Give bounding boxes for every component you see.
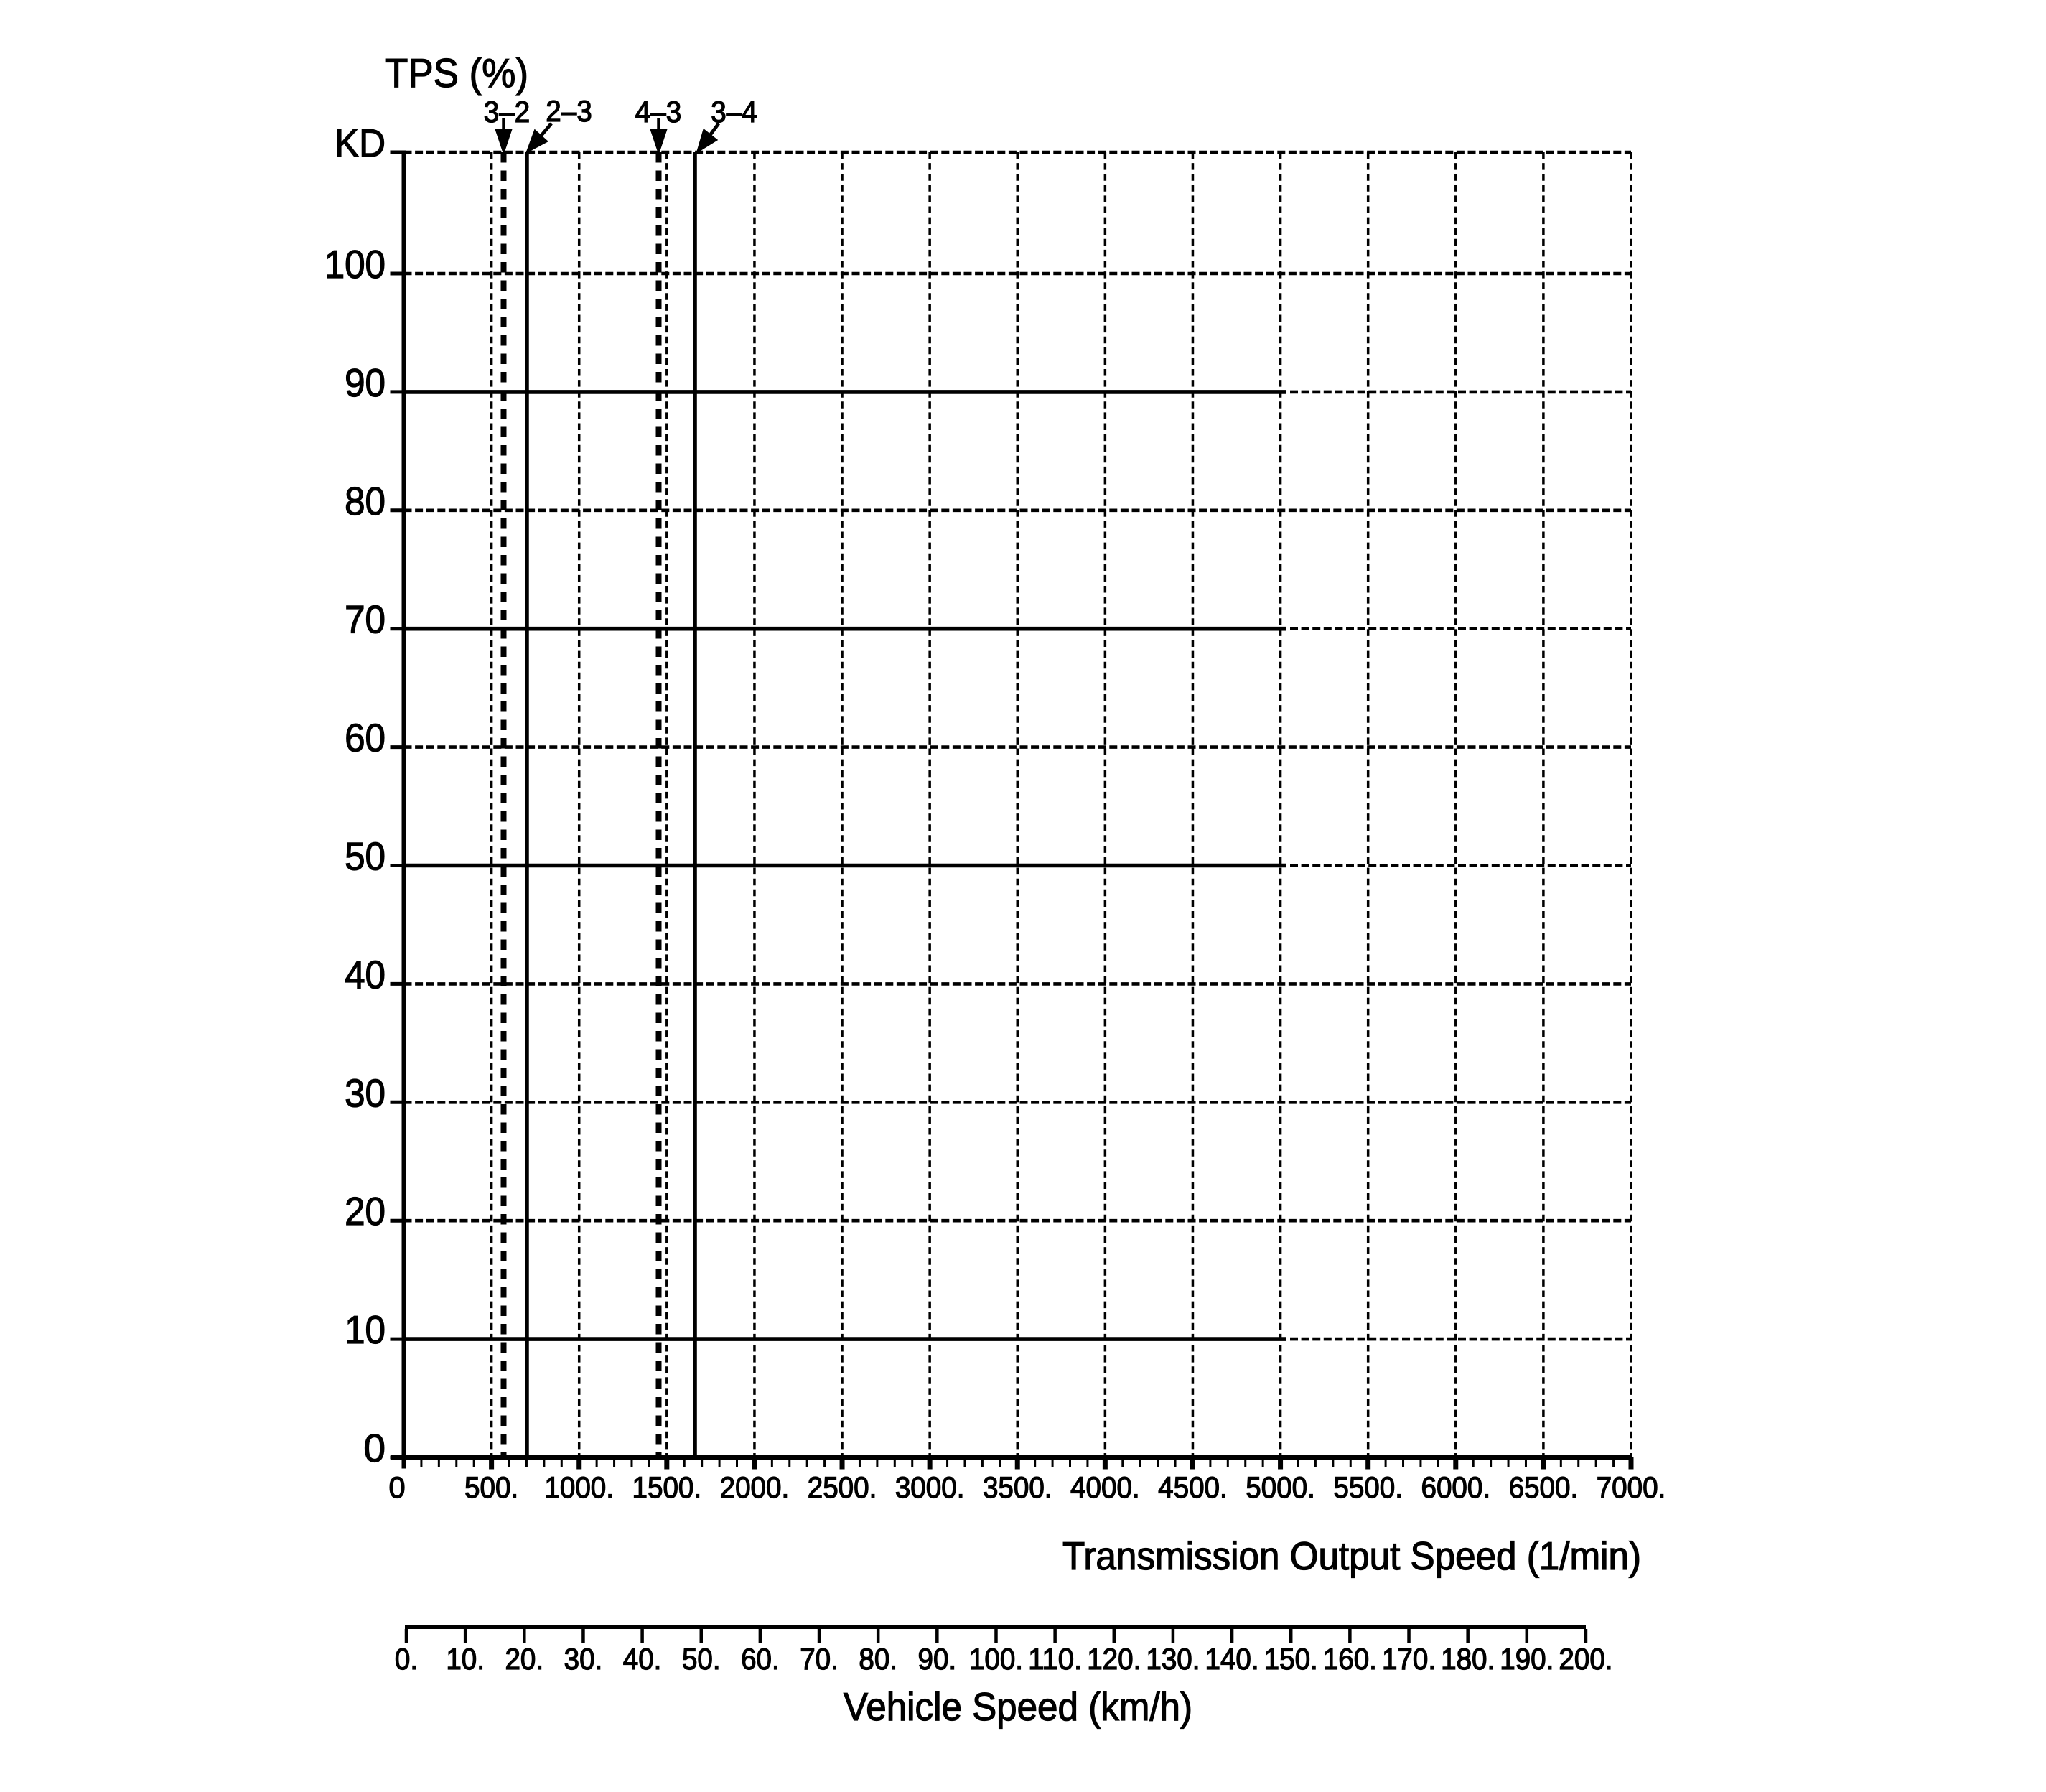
svg-text:110.: 110. (1028, 1642, 1082, 1676)
svg-text:Transmission Output Speed (1/m: Transmission Output Speed (1/min) (1062, 1534, 1641, 1578)
svg-text:30: 30 (345, 1070, 386, 1115)
svg-text:60.: 60. (741, 1642, 780, 1676)
svg-text:500.: 500. (464, 1470, 518, 1504)
svg-text:3500.: 3500. (983, 1470, 1052, 1504)
svg-text:5500.: 5500. (1333, 1470, 1403, 1504)
svg-text:4000.: 4000. (1070, 1470, 1140, 1504)
svg-text:40.: 40. (623, 1642, 662, 1676)
svg-text:1500.: 1500. (632, 1470, 702, 1504)
svg-text:70: 70 (345, 597, 386, 642)
svg-text:100: 100 (324, 242, 386, 286)
svg-text:180.: 180. (1441, 1642, 1495, 1676)
svg-text:2500.: 2500. (808, 1470, 877, 1504)
svg-text:0: 0 (388, 1470, 405, 1504)
svg-text:90.: 90. (918, 1642, 957, 1676)
svg-text:TPS (%): TPS (%) (385, 50, 528, 96)
svg-text:100.: 100. (969, 1642, 1023, 1676)
svg-text:0.: 0. (395, 1642, 418, 1676)
svg-text:0: 0 (363, 1426, 386, 1470)
svg-text:160.: 160. (1323, 1642, 1377, 1676)
svg-text:70.: 70. (800, 1642, 839, 1676)
svg-text:90: 90 (345, 360, 386, 405)
svg-text:120.: 120. (1087, 1642, 1141, 1676)
svg-text:80.: 80. (859, 1642, 897, 1676)
svg-text:50.: 50. (682, 1642, 721, 1676)
svg-text:1000.: 1000. (544, 1470, 614, 1504)
svg-text:5000.: 5000. (1246, 1470, 1315, 1504)
svg-text:200.: 200. (1559, 1642, 1612, 1676)
svg-text:10.: 10. (446, 1642, 485, 1676)
svg-text:40: 40 (345, 952, 386, 997)
svg-text:4–3: 4–3 (635, 95, 681, 129)
svg-text:KD: KD (335, 121, 386, 165)
svg-text:140.: 140. (1205, 1642, 1259, 1676)
svg-text:10: 10 (345, 1307, 386, 1352)
svg-text:190.: 190. (1500, 1642, 1554, 1676)
svg-text:Vehicle Speed (km/h): Vehicle Speed (km/h) (844, 1684, 1192, 1729)
svg-text:4500.: 4500. (1158, 1470, 1228, 1504)
svg-text:3–4: 3–4 (711, 95, 757, 129)
svg-text:6000.: 6000. (1421, 1470, 1490, 1504)
svg-text:7000.: 7000. (1597, 1470, 1666, 1504)
svg-text:3–2: 3–2 (484, 95, 530, 129)
svg-text:130.: 130. (1146, 1642, 1200, 1676)
svg-text:30.: 30. (564, 1642, 603, 1676)
svg-text:6500.: 6500. (1509, 1470, 1579, 1504)
svg-text:3000.: 3000. (895, 1470, 965, 1504)
svg-text:80: 80 (345, 479, 386, 523)
svg-text:20: 20 (345, 1189, 386, 1233)
svg-text:2–3: 2–3 (546, 94, 592, 128)
svg-text:20.: 20. (505, 1642, 543, 1676)
svg-text:50: 50 (345, 834, 386, 879)
svg-text:2000.: 2000. (720, 1470, 790, 1504)
svg-text:170.: 170. (1382, 1642, 1436, 1676)
svg-text:150.: 150. (1264, 1642, 1318, 1676)
svg-text:60: 60 (345, 716, 386, 760)
